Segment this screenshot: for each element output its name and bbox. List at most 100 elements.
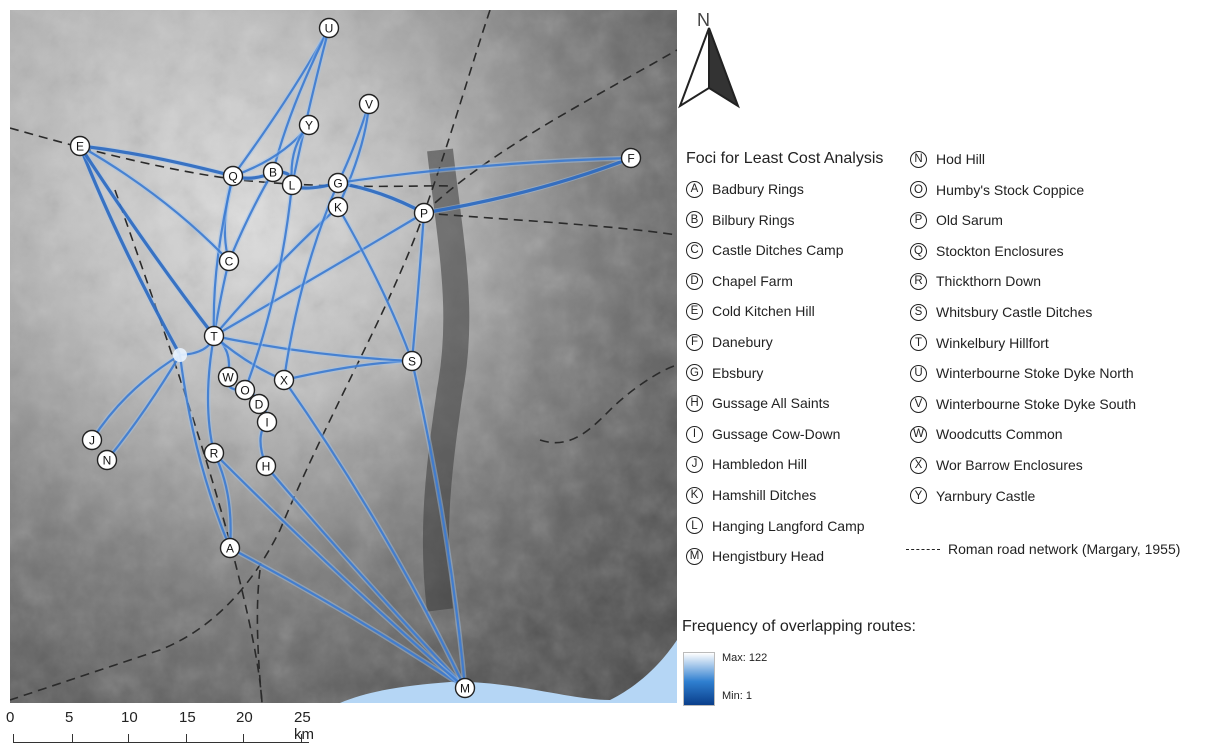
route-hub: [173, 348, 187, 362]
marker-circle: [96, 449, 118, 471]
marker-circle: [454, 677, 476, 699]
foci-legend-item: Q Stockton Enclosures: [910, 236, 1136, 267]
map-marker-s: S: [401, 350, 423, 372]
map-marker-m: M: [454, 677, 476, 699]
foci-letter-icon: G: [686, 364, 703, 382]
map-marker-i: I: [256, 411, 278, 433]
foci-letter-icon: T: [910, 334, 927, 352]
foci-name: Humby's Stock Coppice: [936, 181, 1085, 198]
map-marker-d: D: [248, 393, 270, 415]
foci-name: Castle Ditches Camp: [712, 242, 844, 259]
foci-name: Old Sarum: [936, 212, 1003, 229]
marker-circle: [203, 325, 225, 347]
marker-circle: [218, 250, 240, 272]
foci-letter-icon: Y: [910, 487, 927, 505]
foci-legend-item: F Danebury: [686, 327, 865, 358]
foci-name: Woodcutts Common: [936, 426, 1063, 443]
marker-circle: [234, 379, 256, 401]
foci-letter-icon: S: [910, 303, 927, 321]
foci-name: Winterbourne Stoke Dyke North: [936, 365, 1134, 382]
north-arrow-left-icon: [678, 27, 710, 109]
scale-tick: [243, 734, 244, 743]
scale-tick: [301, 734, 302, 743]
foci-letter-icon: W: [910, 426, 927, 444]
marker-label: I: [265, 416, 268, 430]
foci-legend-item: G Ebsbury: [686, 358, 865, 389]
marker-label: F: [627, 152, 634, 166]
foci-name: Winterbourne Stoke Dyke South: [936, 395, 1136, 412]
marker-circle: [217, 366, 239, 388]
foci-letter-icon: D: [686, 272, 703, 290]
foci-letter-icon: I: [686, 425, 703, 443]
scale-line: [13, 742, 309, 743]
foci-legend-item: D Chapel Farm: [686, 266, 865, 297]
foci-name: Stockton Enclosures: [936, 242, 1064, 259]
marker-label: O: [240, 384, 249, 398]
map-marker-w: W: [217, 366, 239, 388]
marker-label: H: [262, 460, 271, 474]
marker-label: A: [226, 542, 234, 556]
marker-circle: [219, 537, 241, 559]
map-marker-g: G: [327, 172, 349, 194]
marker-label: W: [222, 371, 234, 385]
marker-circle: [327, 172, 349, 194]
marker-circle: [401, 350, 423, 372]
marker-circle: [203, 442, 225, 464]
foci-markers: A B C D E F G H I J K L M N O P Q R S T U V W X Y: [69, 17, 642, 699]
map-marker-v: V: [358, 93, 380, 115]
marker-label: K: [334, 201, 342, 215]
foci-legend-right: N Hod Hill O Humby's Stock Coppice P Old Saru…: [910, 144, 1136, 511]
foci-letter-icon: Q: [910, 242, 927, 260]
map-marker-p: P: [413, 202, 435, 224]
foci-letter-icon: U: [910, 364, 927, 382]
foci-letter-icon: E: [686, 303, 703, 321]
marker-circle: [248, 393, 270, 415]
marker-label: S: [408, 355, 416, 369]
map-marker-r: R: [203, 442, 225, 464]
foci-legend-item: I Gussage Cow-Down: [686, 419, 865, 450]
route-line: [213, 452, 466, 689]
foci-name: Hanging Langford Camp: [712, 517, 865, 534]
road-legend-label: Roman road network (Margary, 1955): [948, 541, 1181, 557]
marker-circle: [281, 174, 303, 196]
frequency-title: Frequency of overlapping routes:: [682, 618, 916, 635]
foci-name: Danebury: [712, 333, 773, 350]
foci-letter-icon: J: [686, 456, 703, 474]
marker-label: Y: [305, 119, 313, 133]
route-line: [290, 27, 331, 186]
foci-letter-icon: H: [686, 394, 703, 412]
foci-name: Ebsbury: [712, 364, 764, 381]
marker-label: G: [333, 177, 342, 191]
foci-name: Hamshill Ditches: [712, 486, 817, 503]
map-marker-o: O: [234, 379, 256, 401]
roman-road-line: [256, 569, 263, 703]
foci-name: Hambledon Hill: [712, 456, 807, 473]
foci-name: Gussage All Saints: [712, 395, 830, 412]
route-line: [271, 27, 330, 173]
scale-tick: [186, 734, 187, 743]
foci-name: Thickthorn Down: [936, 273, 1042, 290]
foci-letter-icon: K: [686, 486, 703, 504]
route-line: [178, 354, 232, 549]
marker-label: X: [280, 374, 288, 388]
route-line: [79, 145, 230, 262]
river-valley: [422, 148, 470, 612]
route-line: [410, 360, 467, 689]
foci-legend-item: V Winterbourne Stoke Dyke South: [910, 389, 1136, 420]
marker-label: Q: [228, 170, 237, 184]
foci-legend-item: K Hamshill Ditches: [686, 480, 865, 511]
foci-letter-icon: N: [910, 150, 927, 168]
marker-circle: [298, 114, 320, 136]
roman-road-line: [114, 189, 263, 703]
foci-letter-icon: C: [686, 241, 703, 259]
map-marker-x: X: [273, 369, 295, 391]
north-label: N: [697, 10, 710, 30]
map-marker-a: A: [219, 537, 241, 559]
foci-name: Hod Hill: [936, 151, 986, 167]
route-line: [265, 465, 466, 689]
foci-name: Bilbury Rings: [712, 211, 795, 228]
scale-tick: [72, 734, 73, 743]
map-marker-q: Q: [222, 165, 244, 187]
marker-label: V: [365, 98, 373, 112]
foci-name: Winkelbury Hillfort: [936, 334, 1049, 351]
